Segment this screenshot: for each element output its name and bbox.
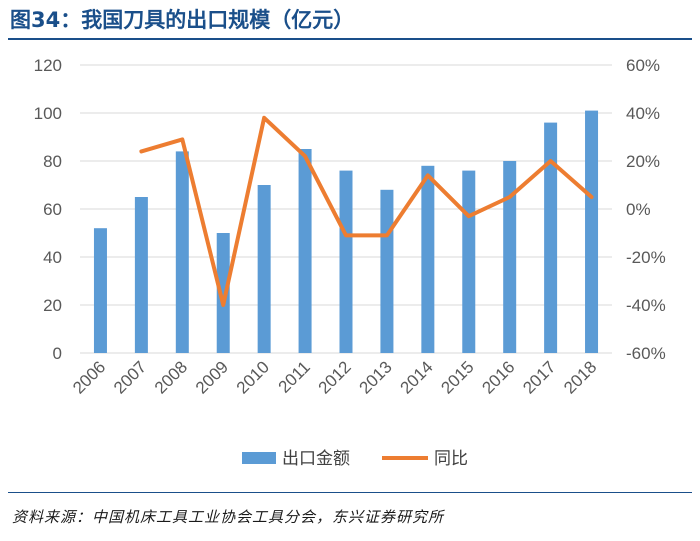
legend-label-bar: 出口金额 (282, 449, 350, 469)
bar (503, 161, 517, 353)
x-tick-label: 2017 (519, 357, 559, 397)
left-tick-label: 100 (34, 104, 62, 123)
bar (298, 149, 312, 353)
legend-label-line: 同比 (434, 449, 468, 469)
x-tick-label: 2016 (478, 357, 518, 397)
footer-divider (8, 492, 692, 493)
x-tick-label: 2011 (275, 357, 314, 396)
bar (216, 233, 230, 353)
page-title: 图34：我国刀具的出口规模（亿元） (10, 8, 355, 32)
bar (134, 197, 148, 353)
x-tick-label: 2007 (110, 357, 150, 397)
left-tick-label: 20 (43, 296, 62, 315)
legend-swatch-bar (242, 452, 276, 464)
right-tick-label: 40% (626, 104, 660, 123)
left-tick-label: 80 (43, 152, 62, 171)
bar (380, 189, 394, 353)
x-tick-label: 2006 (69, 357, 109, 397)
line-series (139, 115, 594, 307)
left-tick-label: 40 (43, 248, 62, 267)
x-axis-ticks: 2006 2007 2008 2009 2010 2011 2012 2013 2014 2015… (69, 357, 600, 397)
bar (339, 170, 353, 353)
right-tick-label: 20% (626, 152, 660, 171)
right-tick-label: 60% (626, 56, 660, 75)
x-tick-label: 2018 (560, 357, 600, 397)
left-tick-label: 120 (34, 56, 62, 75)
right-axis-ticks: -60% -40% -20% 0% 20% 40% 60% (626, 56, 666, 363)
gridlines (80, 64, 612, 354)
x-tick-label: 2012 (315, 357, 355, 397)
left-axis-ticks: 0 20 40 60 80 100 120 (34, 56, 62, 363)
legend: 出口金额 同比 (242, 449, 468, 469)
x-tick-label: 2010 (233, 357, 273, 397)
yoy-line (139, 115, 594, 307)
left-tick-label: 60 (43, 200, 62, 219)
x-tick-label: 2014 (396, 357, 436, 397)
right-tick-label: -60% (626, 344, 666, 363)
x-tick-label: 2013 (356, 357, 396, 397)
bar (585, 110, 599, 353)
right-tick-label: 0% (626, 200, 651, 219)
bar (93, 228, 107, 353)
bar (257, 185, 271, 353)
title-divider (8, 38, 692, 40)
source-note: 资料来源：中国机床工具工业协会工具分会，东兴证券研究所 (12, 508, 445, 526)
bar (175, 151, 189, 353)
left-tick-label: 0 (53, 344, 62, 363)
bar (462, 170, 476, 353)
x-tick-label: 2008 (151, 357, 191, 397)
bar (421, 165, 435, 353)
x-tick-label: 2015 (437, 357, 477, 397)
x-tick-label: 2009 (192, 357, 232, 397)
bar (544, 122, 558, 353)
right-tick-label: -20% (626, 248, 666, 267)
right-tick-label: -40% (626, 296, 666, 315)
